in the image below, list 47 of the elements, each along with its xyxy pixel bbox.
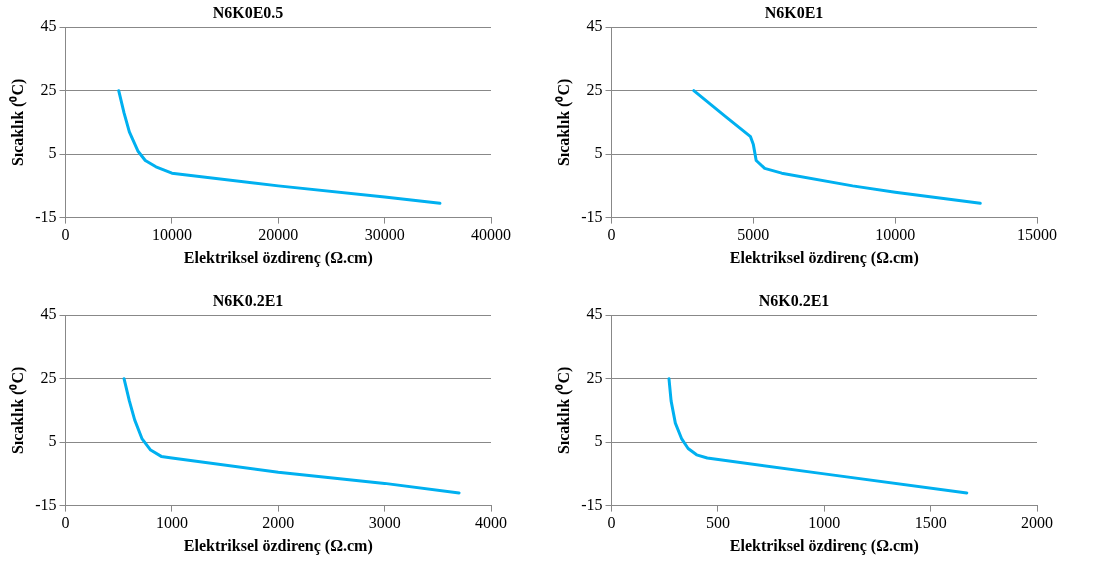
y-tick-label: -15 <box>35 495 57 513</box>
x-tick-label: 0 <box>607 514 616 532</box>
x-tick-label: 0 <box>61 226 70 244</box>
x-tick-label: 1000 <box>155 514 188 532</box>
x-axis-title: Elektriksel özdirenç (Ω.cm) <box>729 536 919 555</box>
y-tick-label: 45 <box>40 17 57 35</box>
x-tick-label: 2000 <box>262 514 295 532</box>
chart-title: N6K0.2E1 <box>212 291 284 309</box>
x-tick-label: 3000 <box>368 514 401 532</box>
x-tick-label: 20000 <box>258 226 299 244</box>
y-tick-label: 5 <box>594 432 603 450</box>
x-axis-title: Elektriksel özdirenç (Ω.cm) <box>729 248 919 267</box>
y-tick-label: 25 <box>586 80 603 98</box>
x-tick-label: 2000 <box>1021 514 1053 532</box>
y-tick-label: 45 <box>586 17 603 35</box>
x-axis-title: Elektriksel özdirenç (Ω.cm) <box>183 248 373 267</box>
x-tick-label: 4000 <box>475 514 507 532</box>
x-tick-label: 1000 <box>808 514 841 532</box>
y-tick-label: -15 <box>581 495 603 513</box>
x-tick-label: 500 <box>705 514 730 532</box>
y-tick-label: 45 <box>586 305 603 323</box>
x-tick-label: 5000 <box>737 226 770 244</box>
x-tick-label: 10000 <box>151 226 192 244</box>
y-tick-label: -15 <box>35 207 57 225</box>
y-tick-label: 5 <box>594 144 603 162</box>
x-tick-label: 0 <box>607 226 616 244</box>
y-tick-label: -15 <box>581 207 603 225</box>
x-tick-label: 0 <box>61 514 70 532</box>
x-tick-label: 1500 <box>914 514 947 532</box>
chart-title: N6K0E1 <box>764 3 824 21</box>
y-axis-title: Sıcaklık (⁰C) <box>8 78 27 167</box>
y-axis-title: Sıcaklık (⁰C) <box>8 366 27 455</box>
x-tick-label: 30000 <box>364 226 405 244</box>
y-axis-title: Sıcaklık (⁰C) <box>554 366 573 455</box>
chart-title: N6K0E0.5 <box>212 3 284 21</box>
y-axis-title: Sıcaklık (⁰C) <box>554 78 573 167</box>
x-axis-title: Elektriksel özdirenç (Ω.cm) <box>183 536 373 555</box>
chart-title: N6K0.2E1 <box>758 291 830 309</box>
x-tick-label: 15000 <box>1017 226 1057 244</box>
y-tick-label: 45 <box>40 305 57 323</box>
y-tick-label: 25 <box>40 368 57 386</box>
x-tick-label: 10000 <box>875 226 916 244</box>
x-tick-label: 40000 <box>471 226 511 244</box>
y-tick-label: 5 <box>48 432 57 450</box>
y-tick-label: 5 <box>48 144 57 162</box>
y-tick-label: 25 <box>586 368 603 386</box>
y-tick-label: 25 <box>40 80 57 98</box>
